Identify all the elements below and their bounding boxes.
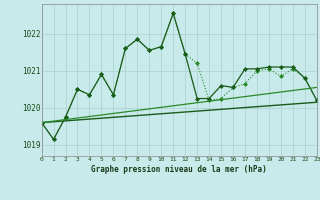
X-axis label: Graphe pression niveau de la mer (hPa): Graphe pression niveau de la mer (hPa) [91,165,267,174]
